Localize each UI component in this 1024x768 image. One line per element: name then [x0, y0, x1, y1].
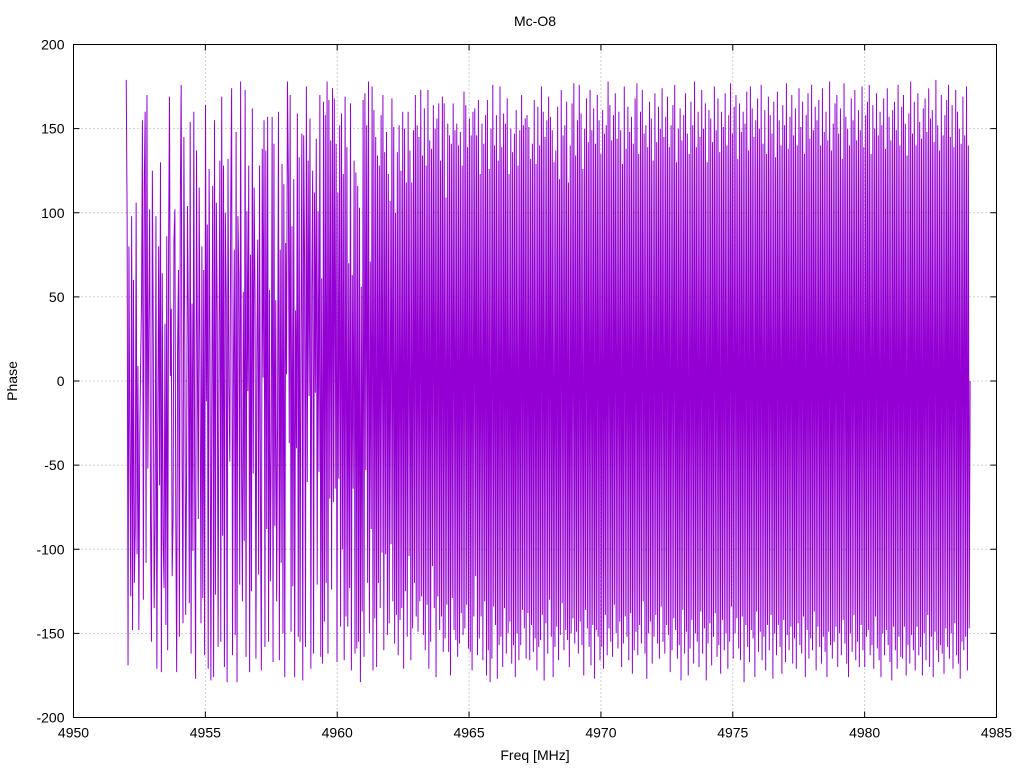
axis-ticks: 4950 4955 4960 4965 4970 4975 4980 4985 -200 -150… — [36, 37, 1012, 741]
y-tick-label: 200 — [41, 37, 65, 53]
y-tick-label: -150 — [36, 625, 64, 641]
series-layer — [125, 79, 971, 683]
x-tick-label: 4960 — [322, 725, 353, 741]
x-tick-label: 4980 — [849, 725, 880, 741]
x-tick-label: 4965 — [453, 725, 484, 741]
x-tick-label: 4985 — [981, 725, 1012, 741]
y-tick-label: -100 — [36, 541, 64, 557]
chart-title: Mc-O8 — [514, 13, 556, 29]
y-tick-label: -200 — [36, 710, 64, 726]
x-tick-label: 4955 — [190, 725, 221, 741]
x-tick-label: 4970 — [585, 725, 616, 741]
y-tick-label: -50 — [44, 457, 64, 473]
y-tick-label: 50 — [49, 289, 65, 305]
y-tick-label: 0 — [57, 373, 65, 389]
y-tick-label: 150 — [41, 121, 65, 137]
y-axis-label: Phase — [4, 361, 20, 401]
x-axis-label: Freq [MHz] — [500, 747, 569, 763]
x-tick-label: 4975 — [717, 725, 748, 741]
x-tick-label: 4950 — [58, 725, 89, 741]
phase-series-line — [125, 79, 971, 683]
y-tick-label: 100 — [41, 205, 65, 221]
